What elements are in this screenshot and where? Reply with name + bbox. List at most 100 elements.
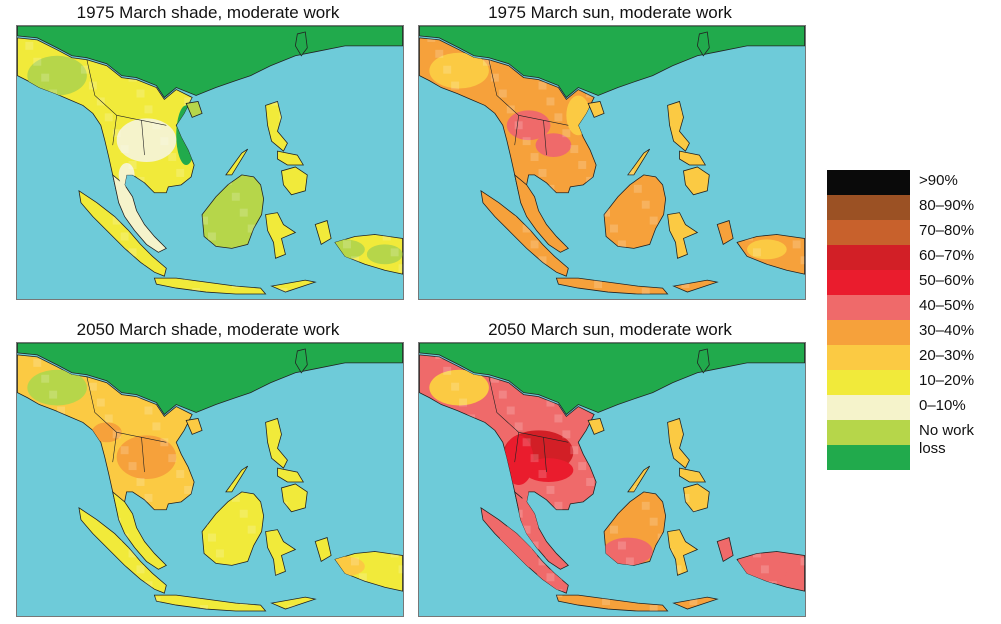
moluccas-region <box>314 220 332 246</box>
legend-label: 20–30% <box>919 347 975 364</box>
java-region <box>555 594 669 612</box>
legend-item: 0–10% <box>827 395 997 420</box>
legend-swatch <box>827 320 910 345</box>
timor-region <box>270 596 317 610</box>
luzon-region <box>265 417 288 469</box>
legend-item: 60–70% <box>827 245 997 270</box>
sulawesi-region <box>265 212 297 259</box>
visayas-region <box>679 467 707 483</box>
mindanao-region <box>281 483 308 513</box>
borneo-region <box>201 174 265 249</box>
moluccas-region <box>716 220 734 246</box>
heat-patch <box>523 458 574 482</box>
heat-patch <box>535 133 572 158</box>
legend-label: 30–40% <box>919 322 975 339</box>
map-2050-sun <box>418 342 806 617</box>
heat-patch <box>429 52 489 89</box>
java-region <box>555 277 669 295</box>
panel-title-2050-shade: 2050 March shade, moderate work <box>76 320 340 339</box>
map-svg <box>17 343 403 612</box>
legend-swatch <box>827 345 910 370</box>
map-1975-sun <box>418 25 806 300</box>
palawan-region <box>225 465 249 493</box>
heat-patch <box>27 55 87 96</box>
legend-label: No work loss <box>919 422 975 457</box>
legend-item: 30–40% <box>827 320 997 345</box>
moluccas-region <box>716 537 734 563</box>
palawan-region <box>225 148 249 176</box>
legend-label: 0–10% <box>919 397 966 414</box>
mindanao-region <box>683 483 710 513</box>
country-borders <box>488 59 569 156</box>
timor-region <box>672 279 719 293</box>
heat-patch <box>366 244 403 265</box>
luzon-region <box>667 100 690 152</box>
sulawesi-region <box>667 529 699 576</box>
legend-item: No work loss <box>827 420 997 470</box>
legend-label: 50–60% <box>919 272 975 289</box>
map-svg <box>419 26 805 295</box>
heat-patch <box>503 435 534 485</box>
malay-peninsula-region <box>112 173 167 253</box>
luzon-region <box>265 100 288 152</box>
visayas-region <box>277 467 305 483</box>
legend-swatch <box>827 295 910 320</box>
legend-label: 60–70% <box>919 247 975 264</box>
sumatra-region <box>78 506 167 594</box>
malay-peninsula-region <box>112 490 167 570</box>
legend-item: 80–90% <box>827 195 997 220</box>
legend-swatch <box>827 395 910 420</box>
java-region <box>153 594 267 612</box>
taiwan-region <box>696 31 710 57</box>
timor-region <box>672 596 719 610</box>
legend-label: 80–90% <box>919 197 975 214</box>
map-svg <box>17 26 403 295</box>
taiwan-region <box>696 348 710 374</box>
heat-patch <box>727 557 787 586</box>
visayas-region <box>277 150 305 166</box>
legend-item: 10–20% <box>827 370 997 395</box>
legend-swatch <box>827 220 910 245</box>
country-borders <box>86 376 167 473</box>
heat-patch <box>116 435 177 480</box>
legend-swatch <box>827 420 910 470</box>
heat-patch <box>91 422 122 443</box>
heat-patch <box>429 369 489 406</box>
hainan-region <box>587 100 605 118</box>
map-2050-shade <box>16 342 404 617</box>
heat-patch <box>27 369 87 406</box>
legend-label: >90% <box>919 172 958 189</box>
legend-label: 70–80% <box>919 222 975 239</box>
legend-swatch <box>827 195 910 220</box>
map-svg <box>419 343 805 612</box>
sumatra-region <box>480 189 569 277</box>
hainan-region <box>185 417 203 435</box>
legend-label: 40–50% <box>919 297 975 314</box>
legend-item: 70–80% <box>827 220 997 245</box>
sulawesi-region <box>265 529 297 576</box>
malay-peninsula-region <box>514 173 569 253</box>
legend-item: >90% <box>827 170 997 195</box>
map-1975-shade <box>16 25 404 300</box>
taiwan-region <box>294 31 308 57</box>
legend-swatch <box>827 245 910 270</box>
heat-patch <box>506 110 551 141</box>
timor-region <box>270 279 317 293</box>
java-region <box>153 277 267 295</box>
borneo-region <box>603 174 667 249</box>
country-borders <box>488 376 569 473</box>
moluccas-region <box>314 537 332 563</box>
heat-patch <box>116 118 177 163</box>
panel-title-1975-shade: 1975 March shade, moderate work <box>76 3 340 22</box>
hainan-region <box>587 417 605 435</box>
sulawesi-region <box>667 212 699 259</box>
legend-item: 50–60% <box>827 270 997 295</box>
mindanao-region <box>683 166 710 196</box>
mindanao-region <box>281 166 308 196</box>
legend-item: 20–30% <box>827 345 997 370</box>
heat-patch <box>747 239 787 260</box>
borneo-region <box>201 491 265 566</box>
legend-swatch <box>827 270 910 295</box>
legend-swatch <box>827 170 910 195</box>
luzon-region <box>667 417 690 469</box>
